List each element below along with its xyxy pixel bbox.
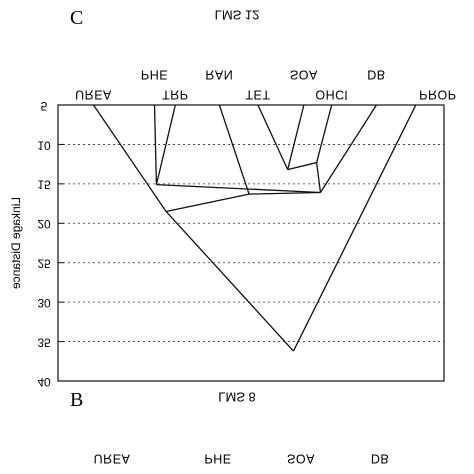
bottom-panel-title: LMS 8 <box>218 390 256 405</box>
y-tick-label-4: 25 <box>37 257 51 271</box>
y-tick-label-7: 40 <box>37 375 51 389</box>
y-tick-label-5: 30 <box>37 296 51 310</box>
bottom-leaf-label-0: UREA <box>94 452 131 466</box>
branch-14 <box>292 104 417 352</box>
branch-11 <box>165 193 250 213</box>
plot-frame <box>57 104 445 382</box>
leaf-label-0: UREA <box>75 88 112 102</box>
leaf-label-7: DB <box>367 68 385 82</box>
panel-letter-b: B <box>70 389 83 411</box>
panel-letter-c: C <box>70 7 83 29</box>
branch-0 <box>257 104 289 170</box>
leaf-label-1: PHE <box>141 68 168 82</box>
branch-1 <box>287 104 305 170</box>
leaf-label-8: PROP <box>419 88 456 102</box>
leaf-label-3: RAN <box>205 68 233 82</box>
branch-3 <box>315 104 333 163</box>
grid-lines <box>58 144 444 342</box>
branch-13 <box>165 211 294 352</box>
branch-8 <box>319 104 377 193</box>
leaf-label-5: SOA <box>290 68 318 82</box>
chart-title: LMS 12 <box>215 8 260 23</box>
branch-4 <box>153 104 158 185</box>
leaf-label-4: TET <box>245 88 270 102</box>
branch-12 <box>92 104 167 212</box>
dendrogram-branches <box>92 104 417 352</box>
bottom-leaf-label-1: PHE <box>204 452 231 466</box>
branch-7 <box>315 162 322 193</box>
y-tick-label-3: 20 <box>37 217 51 231</box>
leaf-labels: UREA PHE TRP RAN TET SOA OHCl DB PROP <box>75 68 456 102</box>
branch-5 <box>155 104 176 185</box>
bottom-leaf-label-3: DB <box>371 452 389 466</box>
y-tick-label-0: 5 <box>41 99 48 113</box>
bottom-leaf-label-2: SOA <box>287 452 315 466</box>
y-tick-label-2: 15 <box>37 178 51 192</box>
y-tick-label-6: 35 <box>37 335 51 349</box>
branch-9 <box>156 183 321 194</box>
branch-6 <box>218 104 250 195</box>
bottom-panel-leaf-labels: UREA PHE SOA DB <box>94 452 389 466</box>
y-axis: 5 10 15 20 25 30 35 40 <box>37 99 64 389</box>
y-axis-label: Linkage Distance <box>9 197 23 289</box>
branch-2 <box>287 161 317 171</box>
y-tick-label-1: 10 <box>37 138 51 152</box>
branch-10 <box>249 191 321 195</box>
leaf-label-2: TRP <box>162 88 189 102</box>
leaf-label-6: OHCl <box>315 88 348 102</box>
